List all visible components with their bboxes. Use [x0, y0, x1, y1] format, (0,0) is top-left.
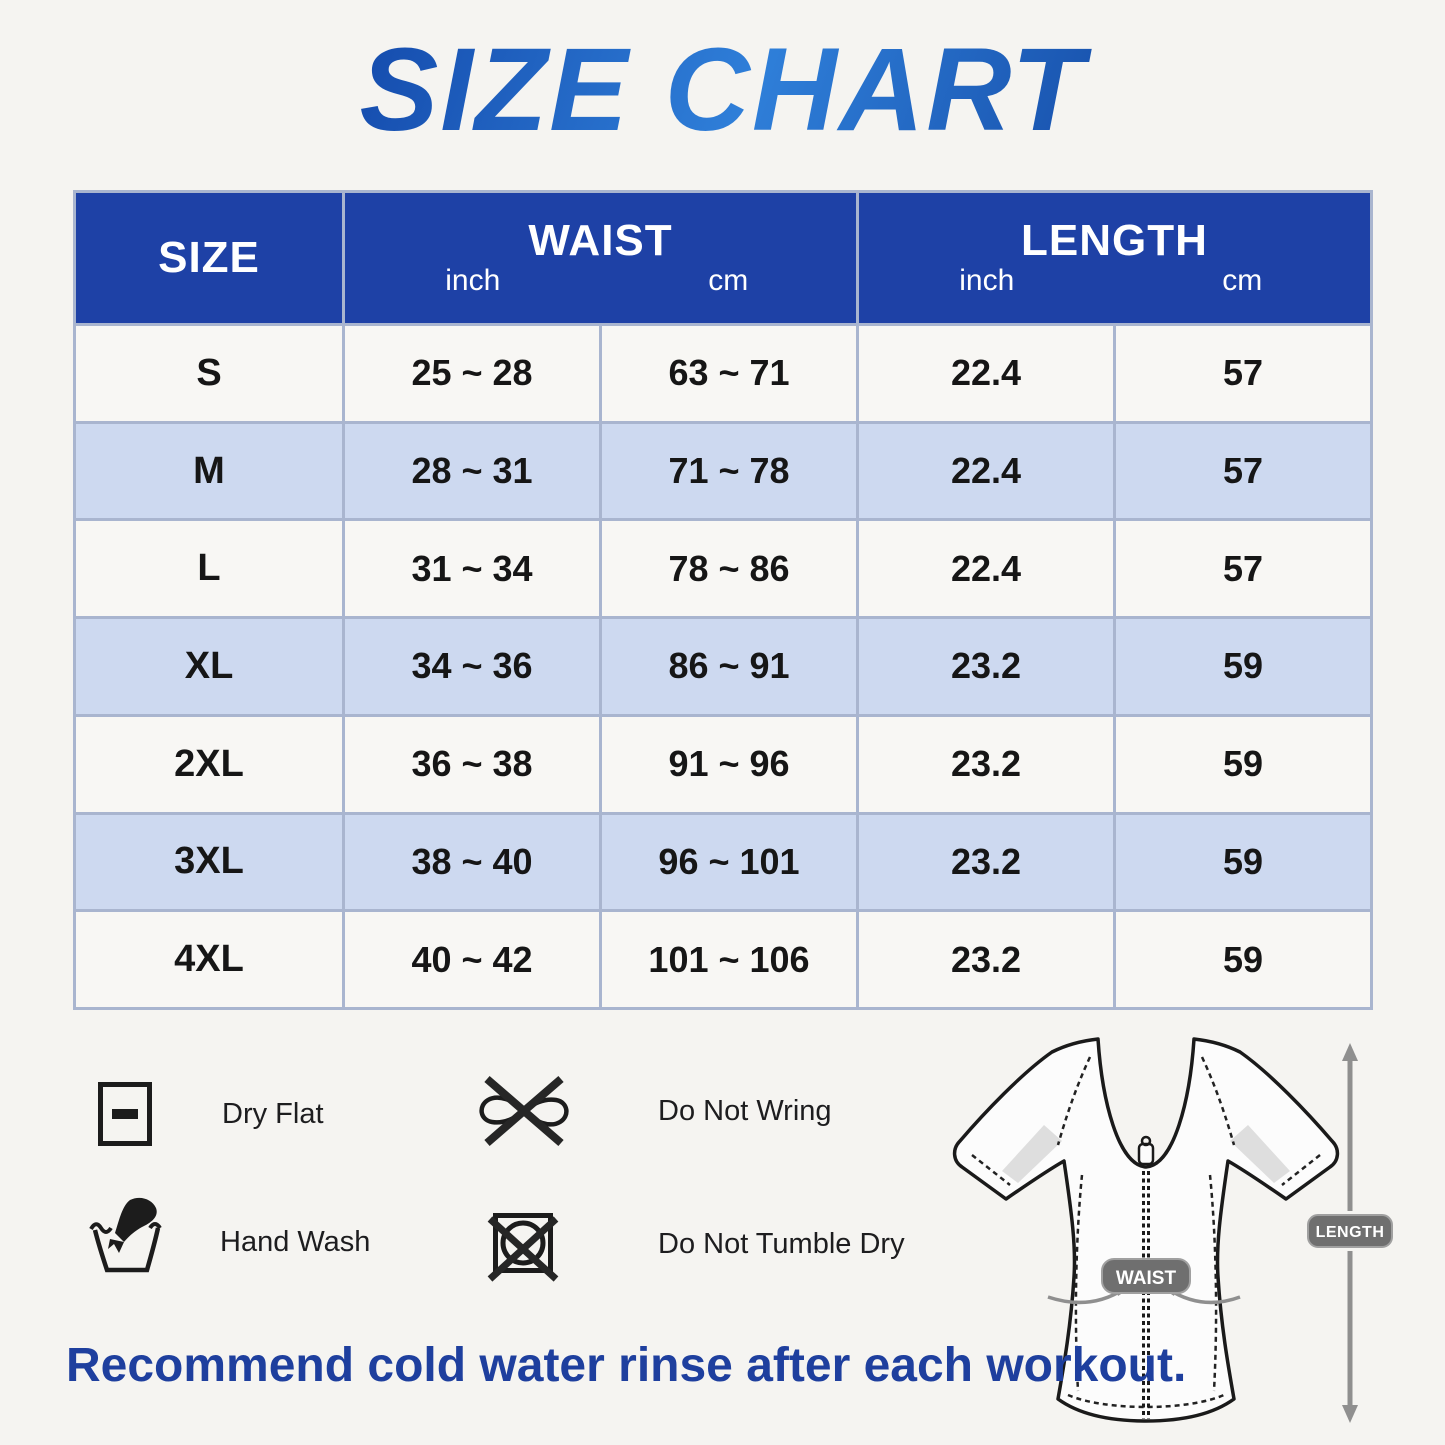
waist-cm-cell: 71 ~ 78: [602, 423, 856, 519]
header-waist-unit-inch: inch: [445, 264, 501, 298]
length-cm-cell: 59: [1116, 716, 1370, 812]
waist-cm-cell: 101 ~ 106: [602, 912, 856, 1007]
waist-badge: [1101, 1258, 1191, 1294]
page-title: SIZE CHART: [0, 22, 1445, 158]
length-inch-cell: 22.4: [859, 521, 1113, 617]
waist-inch-cell: 34 ~ 36: [345, 619, 599, 714]
size-cell: 2XL: [76, 716, 342, 812]
length-cm-cell: 57: [1116, 326, 1370, 421]
waist-cm-cell: 86 ~ 91: [602, 619, 856, 714]
care-label-do-not-tumble-dry: Do Not Tumble Dry: [658, 1228, 905, 1260]
waist-inch-cell: 25 ~ 28: [345, 326, 599, 421]
size-chart-table: SIZE WAIST inch cm LENGTH inch cm S 25 ~…: [73, 190, 1373, 1010]
length-inch-cell: 23.2: [859, 716, 1113, 812]
waist-inch-cell: 38 ~ 40: [345, 814, 599, 910]
waist-cm-cell: 63 ~ 71: [602, 326, 856, 421]
footer-note: Recommend cold water rinse after each wo…: [66, 1339, 1187, 1392]
size-cell: 3XL: [76, 814, 342, 910]
care-label-dry-flat: Dry Flat: [222, 1098, 324, 1130]
care-label-do-not-wring: Do Not Wring: [658, 1095, 832, 1127]
length-badge-label: LENGTH: [1316, 1224, 1385, 1241]
zipper-pull: [1137, 1142, 1155, 1166]
waist-inch-cell: 36 ~ 38: [345, 716, 599, 812]
length-inch-cell: 23.2: [859, 814, 1113, 910]
waist-inch-cell: 40 ~ 42: [345, 912, 599, 1007]
header-size: SIZE: [76, 193, 342, 323]
do-not-wring-icon: [479, 1075, 569, 1147]
care-label-hand-wash: Hand Wash: [220, 1226, 371, 1258]
header-length-unit-cm: cm: [1222, 264, 1263, 298]
length-cm-cell: 57: [1116, 521, 1370, 617]
waist-badge-label: WAIST: [1116, 1268, 1177, 1289]
waist-inch-cell: 28 ~ 31: [345, 423, 599, 519]
length-inch-cell: 23.2: [859, 619, 1113, 714]
header-waist-unit-cm: cm: [708, 264, 749, 298]
length-inch-cell: 23.2: [859, 912, 1113, 1007]
size-cell: S: [76, 326, 342, 421]
waist-cm-cell: 78 ~ 86: [602, 521, 856, 617]
size-cell: M: [76, 423, 342, 519]
size-cell: 4XL: [76, 912, 342, 1007]
header-waist-label: WAIST: [528, 215, 673, 265]
length-cm-cell: 57: [1116, 423, 1370, 519]
waist-inch-cell: 31 ~ 34: [345, 521, 599, 617]
waist-cm-cell: 96 ~ 101: [602, 814, 856, 910]
header-waist: WAIST inch cm: [345, 193, 856, 323]
waist-cm-cell: 91 ~ 96: [602, 716, 856, 812]
garment-diagram: WAIST LENGTH: [952, 1037, 1393, 1423]
header-length: LENGTH inch cm: [859, 193, 1370, 323]
size-cell: XL: [76, 619, 342, 714]
length-inch-cell: 22.4: [859, 326, 1113, 421]
header-length-unit-inch: inch: [959, 264, 1015, 298]
length-cm-cell: 59: [1116, 619, 1370, 714]
length-badge: [1307, 1214, 1393, 1248]
length-cm-cell: 59: [1116, 912, 1370, 1007]
dry-flat-icon: [98, 1082, 152, 1146]
header-length-label: LENGTH: [1021, 215, 1208, 265]
length-cm-cell: 59: [1116, 814, 1370, 910]
do-not-tumble-dry-icon: [487, 1213, 559, 1282]
size-cell: L: [76, 521, 342, 617]
hand-wash-icon: [89, 1197, 162, 1273]
length-inch-cell: 22.4: [859, 423, 1113, 519]
